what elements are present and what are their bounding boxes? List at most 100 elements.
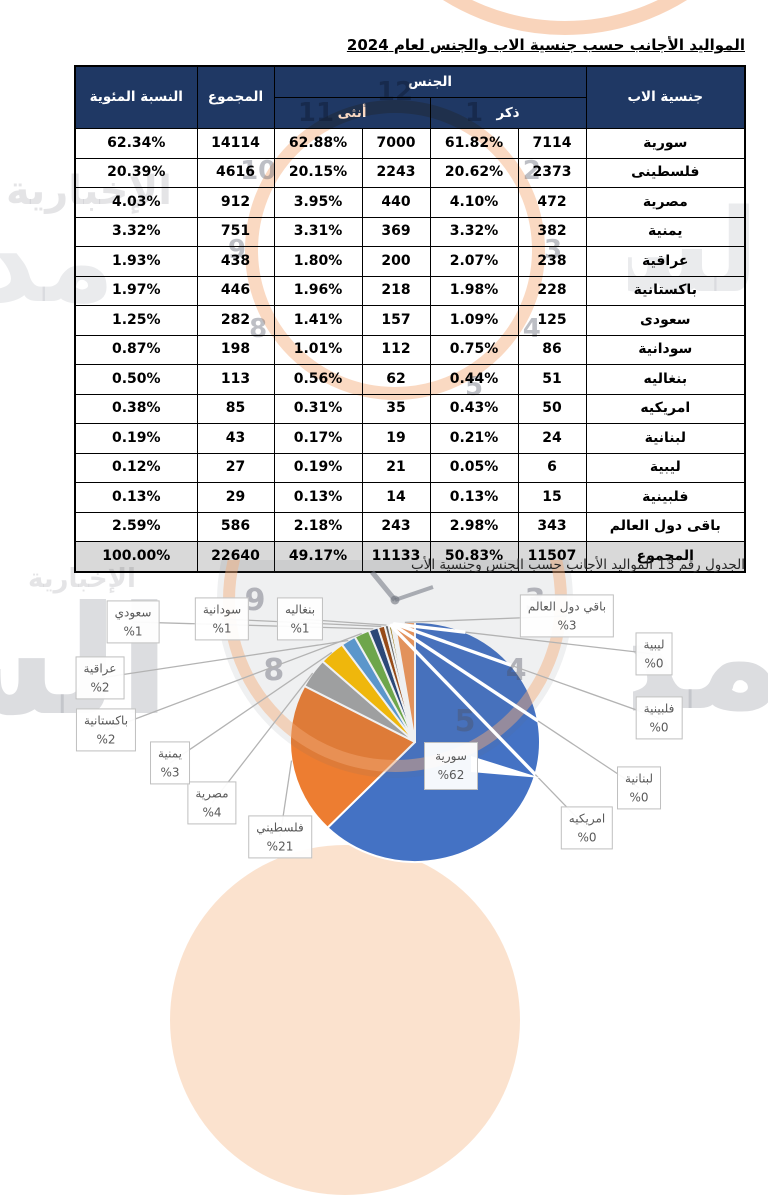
cell-total: 751 xyxy=(196,216,275,247)
leader-line xyxy=(105,632,362,731)
cell-nationality: سودانية xyxy=(585,334,746,365)
cell-pct: 1.93% xyxy=(74,246,198,277)
pie-label-4: عراقية %2 xyxy=(75,656,125,700)
pie-label-percent: %0 xyxy=(577,830,597,844)
pie-label-percent: %21 xyxy=(266,839,294,853)
pie-label-name: سورية xyxy=(435,749,467,763)
pie-label-3: يمنية %3 xyxy=(150,741,190,785)
cell-male: 228 xyxy=(517,275,587,306)
pie-label-percent: %4 xyxy=(202,805,222,819)
leader-line-over-pie xyxy=(391,622,540,723)
cell-nationality: يمنية xyxy=(585,216,746,247)
pie-label-9: امريكيه %0 xyxy=(560,806,614,850)
header-gender: الجنس xyxy=(273,65,587,98)
watermark-clock-number: 5 xyxy=(455,704,476,739)
cell-total: 22640 xyxy=(196,541,275,572)
pie-label-percent: %0 xyxy=(649,720,669,734)
pie-label-name: عراقية xyxy=(83,661,117,676)
cell-female_pct: 3.31% xyxy=(273,216,363,247)
cell-female: 14 xyxy=(361,482,431,513)
cell-total: 29 xyxy=(196,482,275,513)
cell-total: 14114 xyxy=(196,128,275,159)
cell-pct: 2.59% xyxy=(74,511,198,542)
cell-female_pct: 0.17% xyxy=(273,423,363,454)
table-row: لبنانية 24 0.21% 19 0.17% 43 0.19% xyxy=(74,423,746,454)
cell-female_pct: 0.31% xyxy=(273,393,363,424)
cell-male_pct: 0.44% xyxy=(429,364,519,395)
cell-male: 382 xyxy=(517,216,587,247)
cell-female: 62 xyxy=(361,364,431,395)
leader-line-over-pie xyxy=(393,622,512,667)
cell-male: 2373 xyxy=(517,157,587,188)
pie-label-name: مصرية xyxy=(195,786,229,801)
cell-female_pct: 0.56% xyxy=(273,364,363,395)
pie-label-11: ليبية %0 xyxy=(635,632,673,676)
cell-total: 282 xyxy=(196,305,275,336)
cell-female_pct: 1.80% xyxy=(273,246,363,277)
watermark-clock-ring-bottom xyxy=(170,845,520,1195)
table-header: جنسية الاب الجنس المجموع النسبة المئوية … xyxy=(74,65,746,129)
cell-pct: 3.32% xyxy=(74,216,198,247)
cell-female: 35 xyxy=(361,393,431,424)
watermark-clock-hand-icon xyxy=(394,585,434,602)
cell-total: 43 xyxy=(196,423,275,454)
cell-male_pct: 20.62% xyxy=(429,157,519,188)
cell-female: 440 xyxy=(361,187,431,218)
cell-female: 2243 xyxy=(361,157,431,188)
callout-pointer-icon xyxy=(471,756,541,778)
table-row: امريكيه 50 0.43% 35 0.31% 85 0.38% xyxy=(74,393,746,424)
cell-nationality: لبنانية xyxy=(585,423,746,454)
pie-label-name: امريكيه xyxy=(568,811,606,826)
pie-label-10: لبنانية %0 xyxy=(617,766,661,810)
cell-male_pct: 0.75% xyxy=(429,334,519,365)
pie-label-5: باكستانية %2 xyxy=(75,708,137,752)
pie-label-name: باقي دول العالم xyxy=(527,599,607,614)
cell-female: 369 xyxy=(361,216,431,247)
cell-nationality: عراقية xyxy=(585,246,746,277)
leader-line-over-pie xyxy=(393,622,466,634)
table-row: بنغاليه 51 0.44% 62 0.56% 113 0.50% xyxy=(74,364,746,395)
births-by-nationality-table: جنسية الاب الجنس المجموع النسبة المئوية … xyxy=(74,65,747,573)
cell-female_pct: 62.88% xyxy=(273,128,363,159)
cell-male: 24 xyxy=(517,423,587,454)
leader-line xyxy=(169,651,333,764)
pie-label-percent: %1 xyxy=(123,624,143,638)
cell-male: 86 xyxy=(517,334,587,365)
table-row: ليبية 6 0.05% 21 0.19% 27 0.12% xyxy=(74,452,746,483)
watermark-clock-ring-top xyxy=(335,0,768,35)
cell-male_pct: 1.98% xyxy=(429,275,519,306)
pie-label-percent: %1 xyxy=(212,621,232,635)
cell-male: 11507 xyxy=(517,541,587,572)
cell-pct: 0.12% xyxy=(74,452,198,483)
header-female: أنثى xyxy=(273,97,431,129)
pie-label-percent: %2 xyxy=(90,680,110,694)
pie-label-percent: %0 xyxy=(629,790,649,804)
cell-male: 472 xyxy=(517,187,587,218)
pie-label-2: مصرية %4 xyxy=(187,781,237,825)
leader-line xyxy=(510,664,660,719)
pie-label-name: سودانية xyxy=(202,602,242,617)
cell-female_pct: 0.19% xyxy=(273,452,363,483)
cell-total: 198 xyxy=(196,334,275,365)
pie-label-percent: %0 xyxy=(644,656,664,670)
cell-female: 243 xyxy=(361,511,431,542)
pie-label-name: سعودي xyxy=(114,605,152,620)
leader-line xyxy=(99,639,349,679)
cell-nationality: فلبينية xyxy=(585,482,746,513)
cell-pct: 0.38% xyxy=(74,393,198,424)
cell-pct: 1.25% xyxy=(74,305,198,336)
cell-male: 50 xyxy=(517,393,587,424)
cell-male: 15 xyxy=(517,482,587,513)
pie-label-0: سورية %62 xyxy=(424,742,478,791)
cell-nationality: سعودى xyxy=(585,305,746,336)
leader-line xyxy=(211,672,314,804)
table-caption: الجدول رقم 13 المواليد الأجانب حسب الجنس… xyxy=(410,557,745,573)
table-total-row: المجموع 11507 50.83% 11133 49.17% 22640 100.00… xyxy=(74,541,746,572)
cell-nationality: ليبية xyxy=(585,452,746,483)
cell-pct: 20.39% xyxy=(74,157,198,188)
cell-nationality: فلسطينى xyxy=(585,157,746,188)
cell-pct: 0.13% xyxy=(74,482,198,513)
cell-male: 238 xyxy=(517,246,587,277)
table-row: مصرية 472 4.10% 440 3.95% 912 4.03% xyxy=(74,187,746,218)
